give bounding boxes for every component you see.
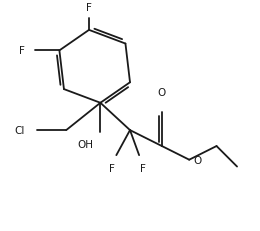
Text: F: F xyxy=(86,3,92,13)
Text: OH: OH xyxy=(77,140,94,149)
Text: Cl: Cl xyxy=(15,126,25,136)
Text: O: O xyxy=(158,88,166,98)
Text: F: F xyxy=(19,46,25,56)
Text: O: O xyxy=(194,155,202,165)
Text: F: F xyxy=(109,163,115,173)
Text: F: F xyxy=(140,163,145,173)
